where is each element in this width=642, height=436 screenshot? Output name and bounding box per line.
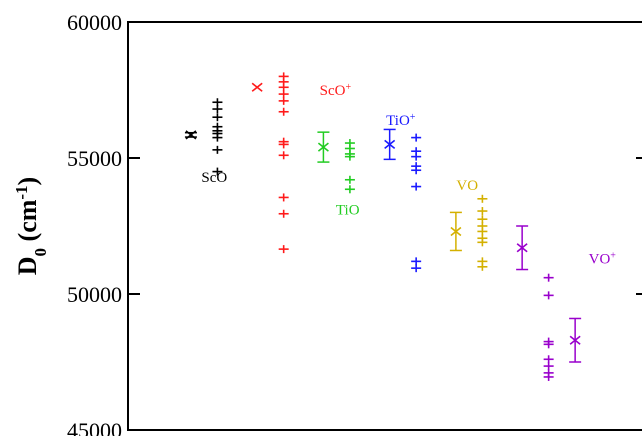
data-point — [477, 215, 488, 224]
data-point — [543, 273, 554, 282]
y-tick-label: 55000 — [67, 146, 122, 171]
data-point — [212, 113, 223, 122]
mean-marker — [569, 317, 582, 363]
data-point — [344, 152, 355, 161]
data-point — [411, 182, 422, 191]
data-point — [543, 291, 554, 300]
data-point — [212, 98, 223, 107]
data-point — [411, 166, 422, 175]
mean-marker — [516, 225, 529, 271]
data-point — [477, 194, 488, 203]
data-point — [411, 264, 422, 273]
mean-marker — [184, 130, 197, 140]
data-point — [411, 152, 422, 161]
data-point — [543, 362, 554, 371]
data-point — [411, 133, 422, 142]
data-point — [543, 340, 554, 349]
y-tick-label: 60000 — [67, 10, 122, 35]
data-point — [278, 107, 289, 116]
data-point — [278, 193, 289, 202]
data-point — [212, 105, 223, 114]
data-point — [278, 151, 289, 160]
data-point — [278, 140, 289, 149]
data-point — [477, 238, 488, 247]
series-label: TiO+ — [386, 111, 416, 129]
data-point — [344, 175, 355, 184]
data-point — [477, 207, 488, 216]
mean-marker — [251, 82, 263, 92]
data-point — [344, 185, 355, 194]
plot-frame — [127, 21, 642, 431]
data-point — [212, 167, 223, 176]
y-axis: 45000 50000 55000 60000 — [67, 10, 642, 436]
data-point — [278, 90, 289, 99]
data-point — [278, 96, 289, 105]
mean-marker — [449, 211, 462, 252]
data-point — [543, 355, 554, 364]
data-point — [278, 245, 289, 254]
data-point — [212, 133, 223, 142]
y-tick-label: 50000 — [67, 282, 122, 307]
mean-marker — [317, 131, 330, 163]
data-point — [477, 227, 488, 236]
data-point — [411, 257, 422, 266]
series-label: ScO — [201, 170, 227, 186]
series-label: TiO — [336, 203, 360, 219]
series-label: VO — [456, 178, 478, 194]
y-axis-label: D0 (cm-1) — [12, 177, 50, 275]
series-label: ScO+ — [320, 82, 352, 100]
data-point — [543, 372, 554, 381]
series-labels: ScO ScO+ TiO TiO+ VO VO+ — [201, 82, 616, 268]
chart-marks — [184, 72, 582, 381]
series-label: VO+ — [589, 250, 617, 268]
data-point — [278, 209, 289, 218]
y-tick-label: 45000 — [67, 418, 122, 436]
data-point — [477, 262, 488, 271]
data-point — [278, 83, 289, 92]
mean-marker — [383, 128, 396, 161]
data-point — [212, 145, 223, 154]
